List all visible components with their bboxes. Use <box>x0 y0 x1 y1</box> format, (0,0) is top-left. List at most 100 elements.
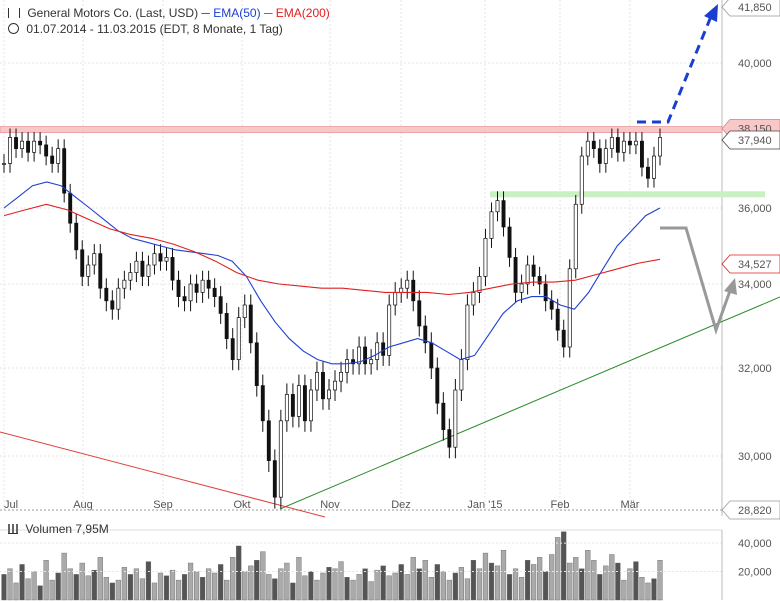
volume-bar <box>139 578 146 601</box>
period-label: 01.07.2014 - 11.03.2015 (EDT, 8 Monate, … <box>26 22 283 36</box>
clock-icon <box>8 23 19 34</box>
price-candle <box>609 137 614 149</box>
y-tick-label: 40,000 <box>738 58 772 70</box>
target-arrowhead <box>704 4 718 22</box>
volume-bar <box>13 582 19 601</box>
price-candle <box>8 137 12 164</box>
volume-bar <box>537 557 543 601</box>
price-candle <box>98 253 103 289</box>
x-tick-label: Jul <box>4 499 18 511</box>
price-candle <box>284 394 289 422</box>
price-candle <box>573 203 578 270</box>
price-candle <box>266 420 271 461</box>
price-candle <box>549 300 554 310</box>
price-candle <box>652 155 656 179</box>
volume-bar <box>272 578 278 601</box>
price-candle <box>56 148 61 164</box>
volume-bar <box>410 557 416 601</box>
pullback-arrow <box>660 226 733 335</box>
price-candle <box>20 140 25 149</box>
price-candle <box>236 317 241 360</box>
volume-bar <box>326 567 332 601</box>
ema50-line <box>3 181 661 365</box>
price-candle <box>242 304 247 318</box>
volume-bar <box>103 577 109 601</box>
volume-bar <box>549 554 555 601</box>
price-candle <box>483 238 488 277</box>
price-candle <box>489 211 494 239</box>
volume-bar <box>19 564 25 601</box>
y-tick-label: 36,000 <box>738 203 772 215</box>
volume-bar <box>482 552 489 601</box>
price-candle <box>188 283 193 302</box>
volume-bar <box>266 574 272 601</box>
price-candle <box>477 276 482 293</box>
volume-bar <box>67 568 73 601</box>
price-candle <box>116 287 121 310</box>
volume-bar <box>332 568 338 601</box>
price-candle <box>621 140 626 153</box>
price-candle <box>579 155 584 205</box>
volume-bar <box>374 569 380 601</box>
price-candle <box>543 283 548 302</box>
price-candle <box>122 279 127 289</box>
volume-bar <box>488 562 495 601</box>
volume-series <box>1 531 663 601</box>
price-candle <box>405 279 410 289</box>
price-candle <box>86 264 91 277</box>
volume-bar <box>31 571 37 601</box>
price-candle <box>200 279 205 293</box>
volume-bar <box>206 568 212 601</box>
volume-bar <box>157 572 164 601</box>
volume-bar <box>187 562 194 601</box>
price-label-last: 37,940 <box>738 135 772 147</box>
price-candle <box>224 313 229 339</box>
price-candle <box>501 200 506 228</box>
volume-bar <box>368 581 374 601</box>
volume-bar <box>446 579 452 601</box>
price-candle <box>327 389 331 400</box>
price-candle <box>399 287 404 293</box>
volume-bar <box>97 557 103 601</box>
price-candle <box>585 140 590 157</box>
price-candle <box>80 249 85 277</box>
volume-bar <box>392 572 398 601</box>
price-candle <box>603 148 608 164</box>
price-series <box>2 128 662 509</box>
volume-bar <box>224 579 230 601</box>
volume-bar <box>416 568 422 601</box>
volume-bar <box>169 569 176 601</box>
volume-bar <box>452 572 458 601</box>
target-arrow <box>637 13 714 124</box>
volume-bar <box>127 574 133 601</box>
x-tick-label: Nov <box>320 499 340 511</box>
pullback-arrowhead <box>724 278 737 295</box>
volume-bar <box>121 567 127 601</box>
price-candle <box>44 144 49 157</box>
price-label-last-box <box>721 130 780 150</box>
volume-bar <box>579 568 585 601</box>
volume-icon <box>8 524 18 534</box>
volume-bar <box>308 571 314 601</box>
price-candle <box>110 300 115 310</box>
price-candle <box>176 279 181 297</box>
price-candle <box>296 385 301 417</box>
volume-bar <box>615 562 621 601</box>
price-candle <box>345 359 349 373</box>
volume-bar <box>440 571 446 601</box>
price-candle <box>321 372 325 400</box>
volume-bar <box>494 565 501 601</box>
price-candle <box>435 367 440 404</box>
price-candle <box>429 342 434 369</box>
volume-bar <box>338 561 344 601</box>
volume-bar <box>597 574 603 601</box>
price-candle <box>387 304 392 356</box>
price-candle <box>104 287 109 302</box>
price-candle <box>495 200 500 213</box>
volume-bar <box>428 577 434 601</box>
price-candle <box>646 166 650 179</box>
volume-bar <box>1 574 7 601</box>
volume-bar <box>350 579 356 601</box>
price-label-bottom: 28,820 <box>738 505 772 517</box>
